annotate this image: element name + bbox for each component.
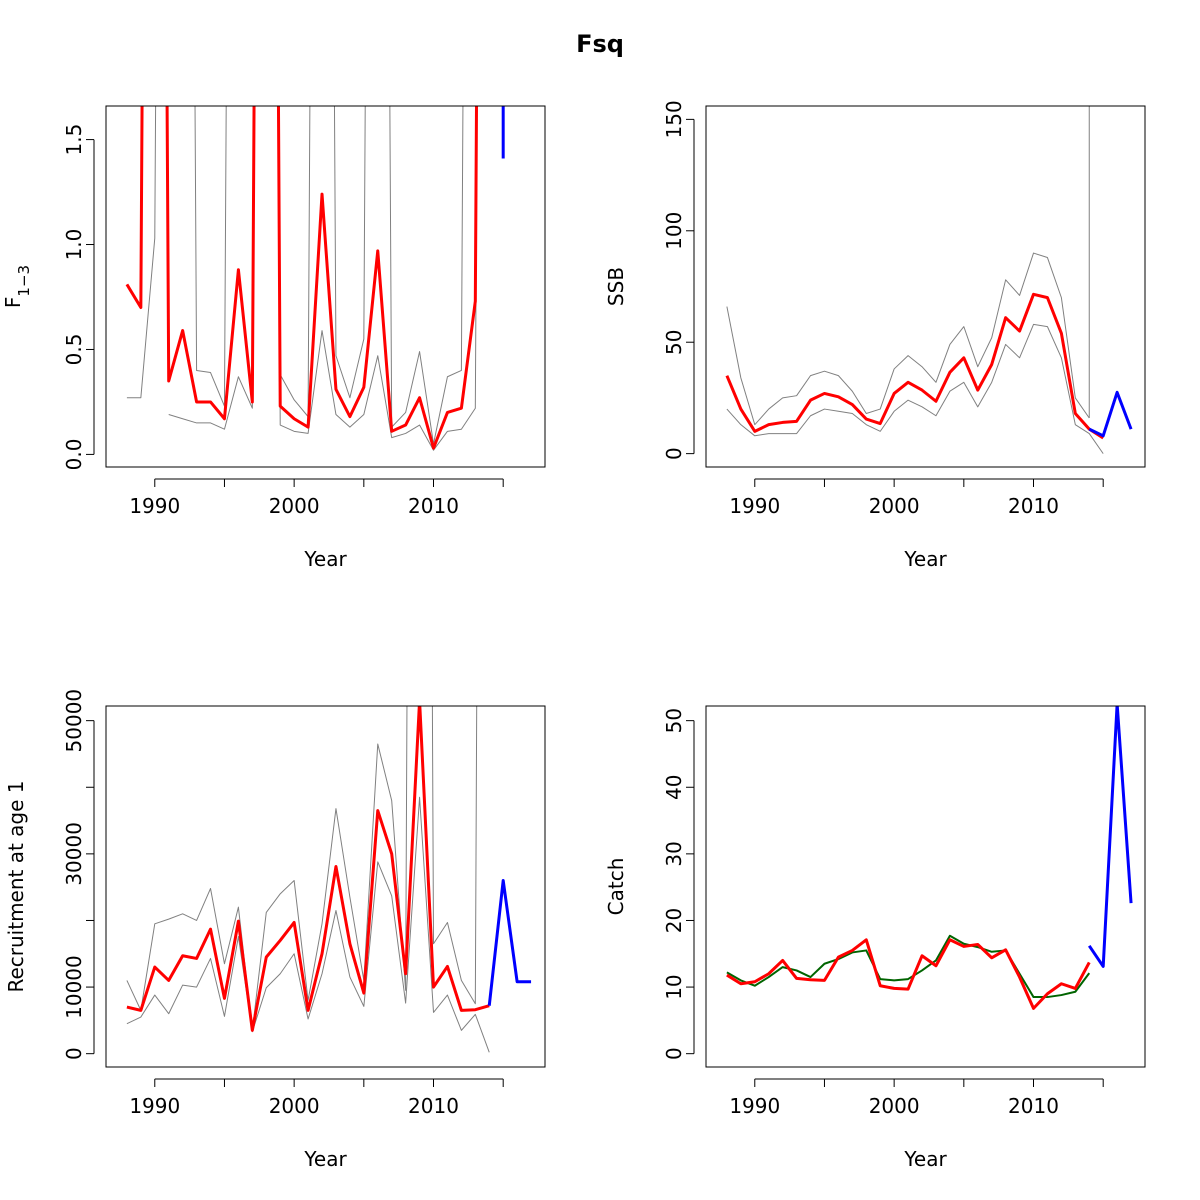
f-y-tick-label: 1.0: [62, 229, 86, 261]
ssb-series: [725, 106, 1133, 454]
catch-series: [726, 706, 1133, 1010]
catch-y-tick-label: 50: [662, 708, 686, 733]
f-x-tick-label: 2000: [269, 494, 320, 518]
f-axes: 1990 2000 2010 0.0 0.5 1.0 1.5: [62, 124, 504, 518]
catch-series-estimate: [726, 938, 1091, 1010]
rec-x-axis-title: Year: [303, 1147, 347, 1171]
f-y-axis-title: F1−3: [1, 265, 33, 308]
catch-y-tick-label: 10: [662, 974, 686, 999]
f-plot-frame: [105, 105, 546, 468]
ssb-axes: 1990 2000 2010 0 50 100 150: [662, 100, 1104, 518]
ssb-x-tick-label: 2010: [1008, 494, 1059, 518]
f-x-tick-label: 1990: [129, 494, 180, 518]
f-y-tick-label: 0.5: [62, 334, 86, 366]
catch-x-tick-label: 2000: [869, 1094, 920, 1118]
ssb-series-projection: [1088, 390, 1133, 438]
f-x-tick-label: 2010: [408, 494, 459, 518]
ssb-x-axis-title: Year: [903, 547, 947, 571]
catch-x-axis-title: Year: [903, 1147, 947, 1171]
panel-rec: 1990 2000 2010 0 10000 30000 50000 Year Recrui…: [4, 689, 546, 1171]
rec-plot-frame: [105, 705, 546, 1068]
catch-y-tick-label: 0: [662, 1047, 686, 1060]
catch-plot-frame: [705, 705, 1146, 1068]
panel-ssb: 1990 2000 2010 0 50 100 150 Year SSB: [604, 100, 1146, 571]
ssb-y-tick-label: 50: [662, 329, 686, 354]
ssb-y-tick-label: 0: [662, 447, 686, 460]
f-y-tick-label: 0.0: [62, 439, 86, 471]
rec-x-tick-label: 2000: [269, 1094, 320, 1118]
catch-y-axis-title: Catch: [604, 858, 628, 916]
catch-y-tick-label: 30: [662, 841, 686, 866]
f-series-lower: [168, 106, 478, 451]
f-y-tick-label: 1.5: [62, 124, 86, 156]
catch-x-tick-label: 1990: [729, 1094, 780, 1118]
ssb-x-tick-label: 1990: [729, 494, 780, 518]
catch-y-tick-label: 40: [662, 775, 686, 800]
rec-series-upper: [126, 706, 478, 1031]
ssb-series-upper: [726, 252, 1090, 426]
rec-series: [126, 706, 532, 1053]
rec-x-tick-label: 2010: [408, 1094, 459, 1118]
rec-y-tick-label: 30000: [62, 822, 86, 886]
rec-y-tick-label: 50000: [62, 689, 86, 753]
panel-catch: 1990 2000 2010 0 10 20 30 40 50 Year Catch: [604, 705, 1146, 1171]
f-series-upper: [126, 106, 464, 445]
panel-f: 1990 2000 2010 0.0 0.5 1.0 1.5 Year F1−3: [1, 105, 546, 571]
rec-series-projection: [487, 879, 532, 1006]
rec-y-axis-title: Recruitment at age 1: [4, 780, 28, 992]
ssb-plot-frame: [705, 105, 1146, 468]
catch-series-projection: [1088, 706, 1133, 968]
rec-series-lower: [126, 796, 490, 1053]
ssb-series-estimate: [725, 292, 1104, 440]
ssb-y-tick-label: 100: [662, 212, 686, 250]
ssb-y-tick-label: 150: [662, 100, 686, 138]
f-series: [125, 106, 505, 451]
figure-title: Fsq: [576, 30, 624, 58]
ssb-series-lower: [726, 323, 1104, 454]
rec-y-tick-label: 0: [62, 1047, 86, 1060]
catch-x-tick-label: 2010: [1008, 1094, 1059, 1118]
catch-axes: 1990 2000 2010 0 10 20 30 40 50: [662, 708, 1104, 1118]
catch-y-tick-label: 20: [662, 908, 686, 933]
f-x-axis-title: Year: [303, 547, 347, 571]
ssb-x-tick-label: 2000: [869, 494, 920, 518]
f-series-estimate: [125, 106, 479, 450]
rec-y-tick-label: 10000: [62, 955, 86, 1019]
rec-series-estimate: [126, 706, 490, 1032]
ssb-y-axis-title: SSB: [604, 267, 628, 306]
rec-axes: 1990 2000 2010 0 10000 30000 50000: [62, 689, 504, 1118]
rec-x-tick-label: 1990: [129, 1094, 180, 1118]
